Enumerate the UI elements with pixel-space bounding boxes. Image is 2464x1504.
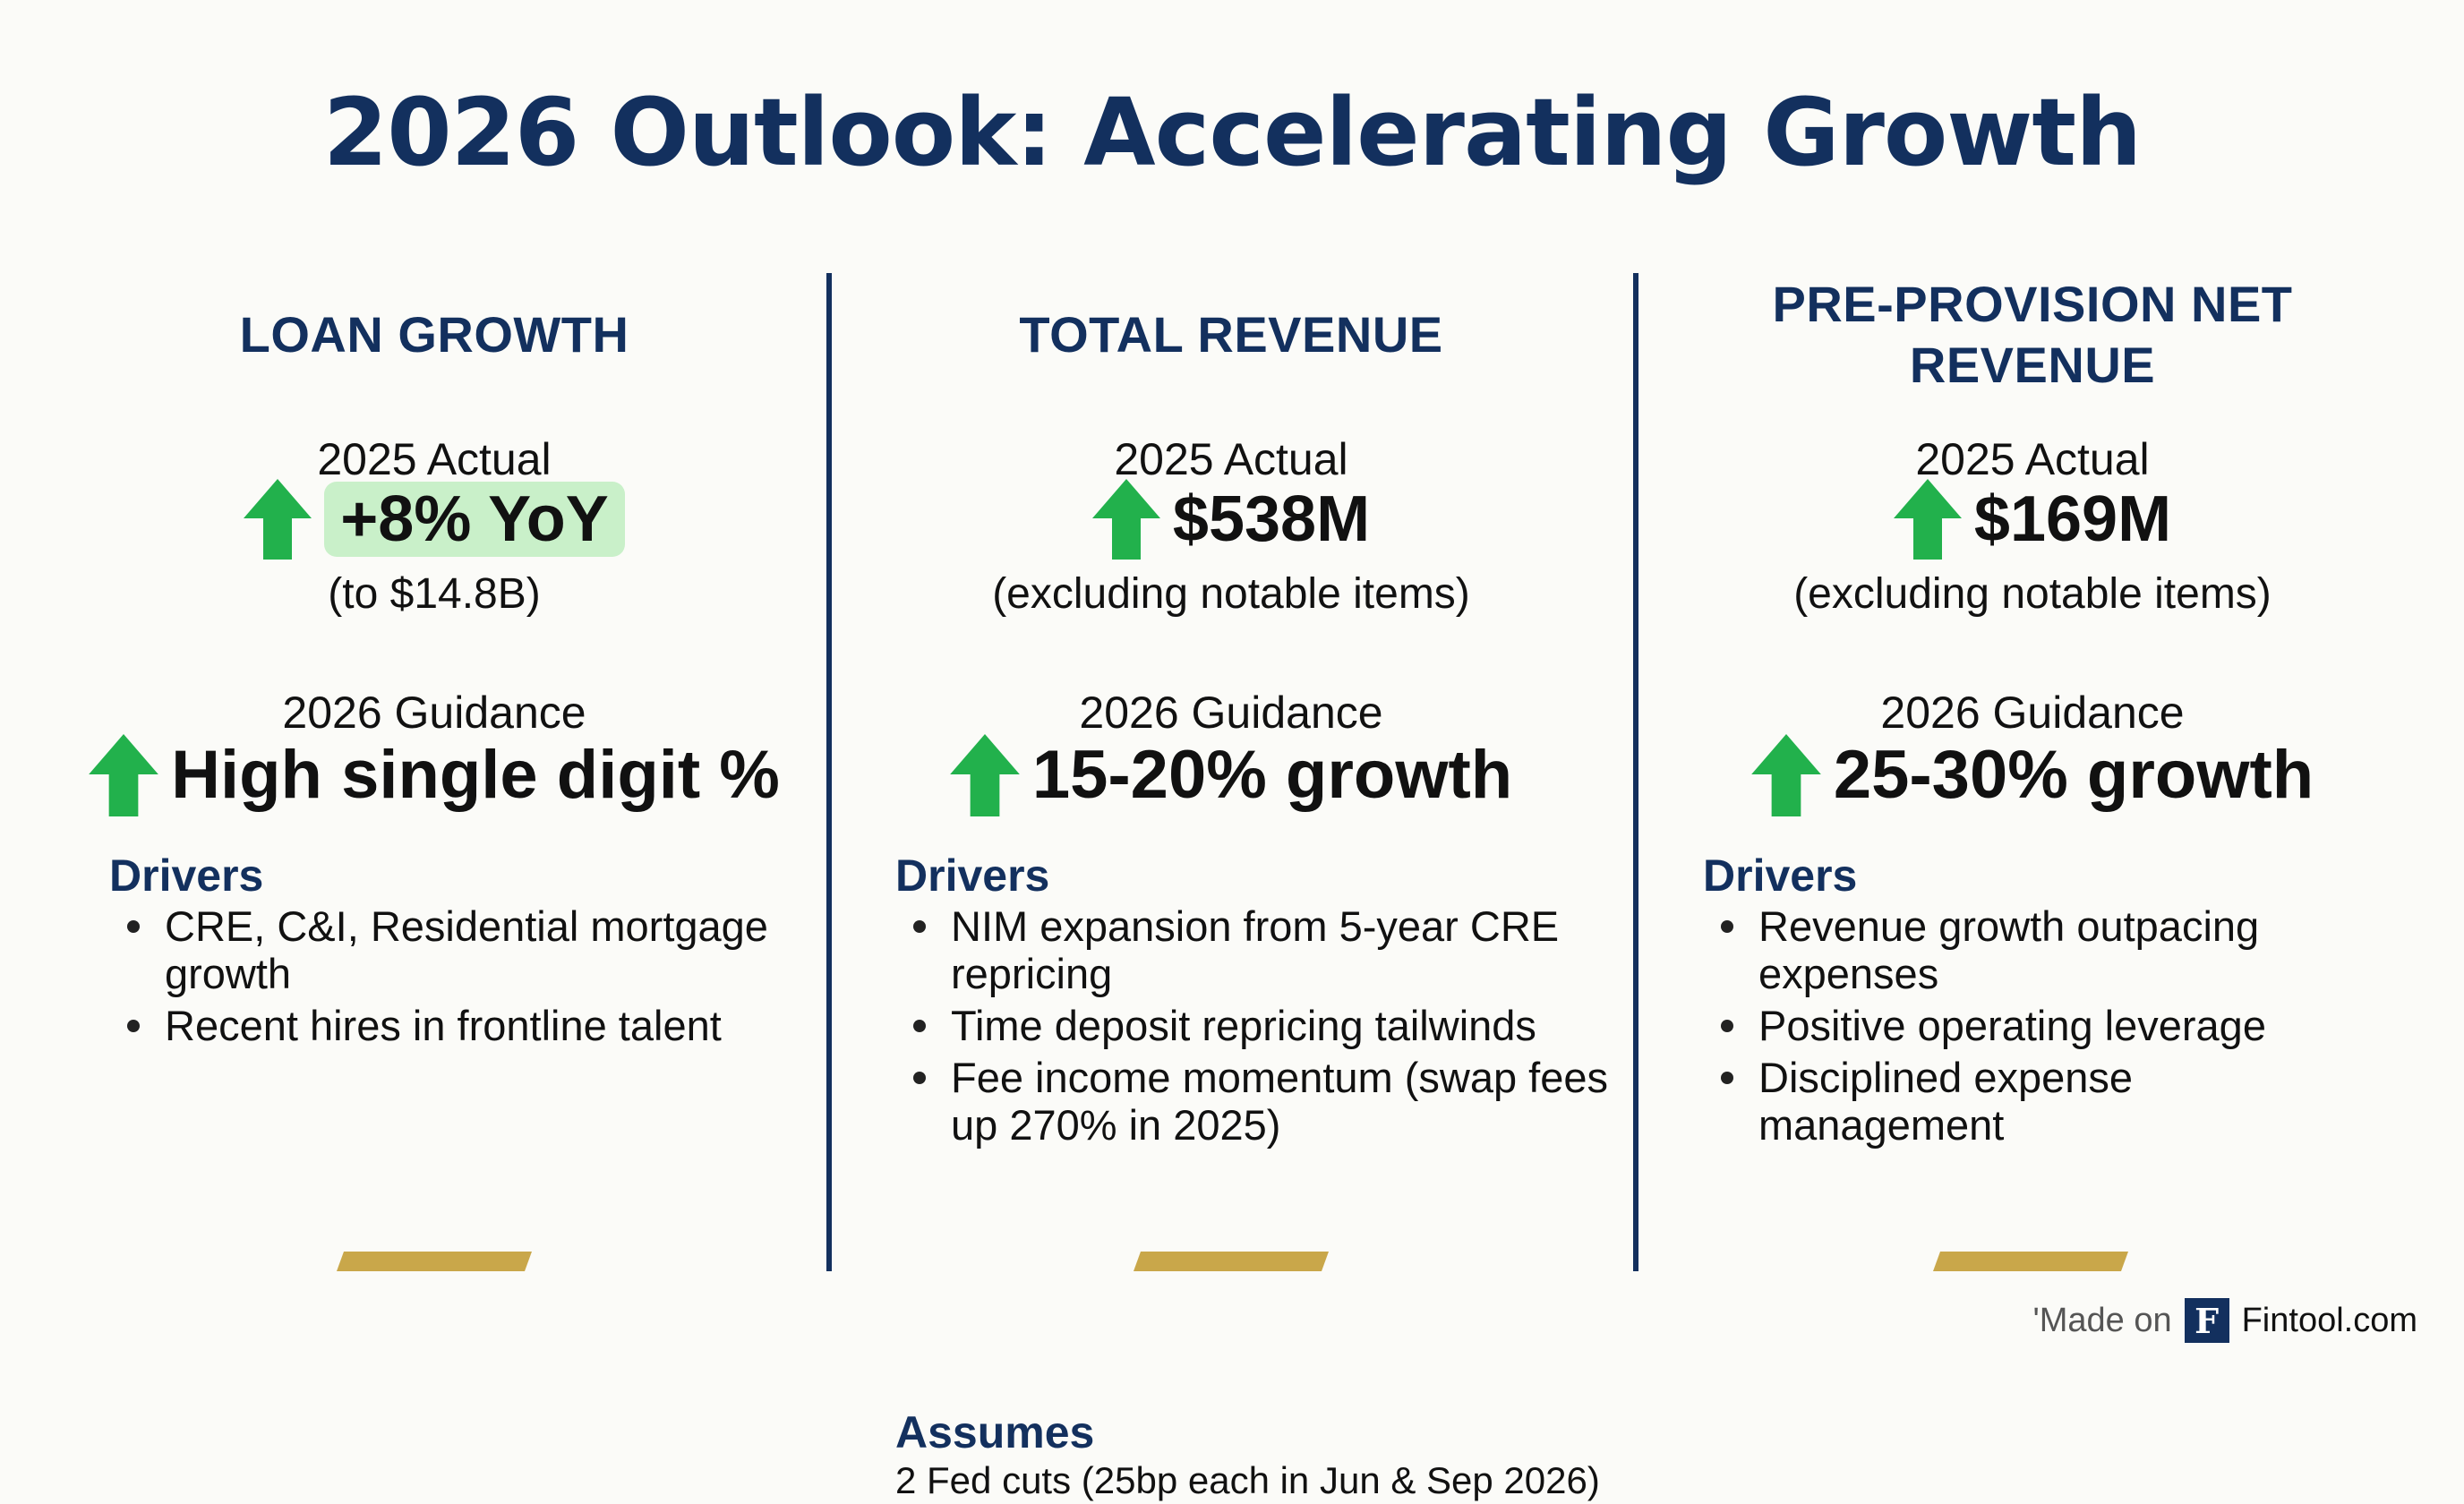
actual-value: $169M [1973,483,2172,555]
column-divider-2 [1633,273,1638,1271]
column-ppnr: PRE-PROVISION NET REVENUE 2025 Actual $1… [1647,260,2417,1280]
actual-value: $538M [1172,483,1371,555]
drivers-label: Drivers [109,850,264,901]
made-on-label: 'Made on [2032,1302,2172,1339]
column-loan-growth: LOAN GROWTH 2025 Actual +8% YoY (to $14.… [54,260,815,1280]
bullet-icon [1721,1072,1733,1084]
actual-row: $538M [833,479,1630,560]
actual-label: 2025 Actual [1114,434,1348,484]
list-item: Recent hires in frontline talent [109,1002,808,1049]
actual-row: +8% YoY [54,479,815,560]
guidance-label: 2026 Guidance [282,688,586,738]
bullet-icon [913,1020,926,1032]
drivers-list: NIM expansion from 5-year CRE repricing … [895,902,1612,1153]
bullet-icon [127,1020,140,1032]
guidance-value: 25-30% growth [1833,737,2314,813]
up-arrow-icon [1091,479,1160,560]
column-heading: TOTAL REVENUE [1019,306,1443,363]
list-item: NIM expansion from 5-year CRE repricing [895,902,1612,997]
list-item: Revenue growth outpacing expenses [1703,902,2330,997]
up-arrow-icon [1750,734,1821,816]
bullet-icon [1721,1020,1733,1032]
guidance-row: 15-20% growth [833,734,1630,816]
actual-row: $169M [1647,479,2417,560]
bullet-icon [1721,920,1733,933]
drivers-label: Drivers [1703,850,1858,901]
gold-accent-bar [1932,1252,2129,1271]
guidance-label: 2026 Guidance [1079,688,1383,738]
drivers-list: Revenue growth outpacing expenses Positi… [1703,902,2330,1153]
assumes-label: Assumes [895,1407,1095,1457]
actual-label: 2025 Actual [1915,434,2150,484]
list-item: Positive operating leverage [1703,1002,2330,1049]
drivers-list: CRE, C&I, Residential mortgage growth Re… [109,902,808,1054]
list-item: CRE, C&I, Residential mortgage growth [109,902,808,997]
bullet-icon [913,1072,926,1084]
guidance-row: High single digit % [54,734,815,816]
up-arrow-icon [1893,479,1962,560]
list-item: Disciplined expense management [1703,1054,2330,1149]
assumes-text: 2 Fed cuts (25bp each in Jun & Sep 2026) [895,1459,1600,1501]
guidance-value: High single digit % [171,737,780,813]
bullet-icon [913,920,926,933]
actual-note: (excluding notable items) [1793,570,2272,618]
page-title: 2026 Outlook: Accelerating Growth [322,78,2142,187]
actual-label: 2025 Actual [317,434,552,484]
guidance-row: 25-30% growth [1647,734,2417,816]
up-arrow-icon [949,734,1020,816]
brand-link[interactable]: Fintool.com [2241,1302,2417,1339]
actual-note: (to $14.8B) [328,570,541,618]
guidance-value: 15-20% growth [1031,737,1513,813]
up-arrow-icon [89,734,158,816]
column-total-revenue: TOTAL REVENUE 2025 Actual $538M (excludi… [833,260,1630,1501]
actual-value: +8% YoY [324,482,625,557]
drivers-label: Drivers [895,850,1050,901]
bullet-icon [127,920,140,933]
column-heading: LOAN GROWTH [239,306,629,363]
gold-accent-bar [336,1252,533,1271]
gold-accent-bar [1133,1252,1330,1271]
column-heading: PRE-PROVISION NET REVENUE [1772,276,2293,393]
guidance-label: 2026 Guidance [1880,688,2185,738]
list-item: Fee income momentum (swap fees up 270% i… [895,1054,1612,1149]
column-divider-1 [826,273,832,1271]
footer-attribution: 'Made on F Fintool.com [2032,1298,2417,1343]
up-arrow-icon [244,479,312,560]
actual-note: (excluding notable items) [992,570,1470,618]
list-item: Time deposit repricing tailwinds [895,1002,1612,1049]
fintool-logo-icon: F [2184,1298,2229,1343]
